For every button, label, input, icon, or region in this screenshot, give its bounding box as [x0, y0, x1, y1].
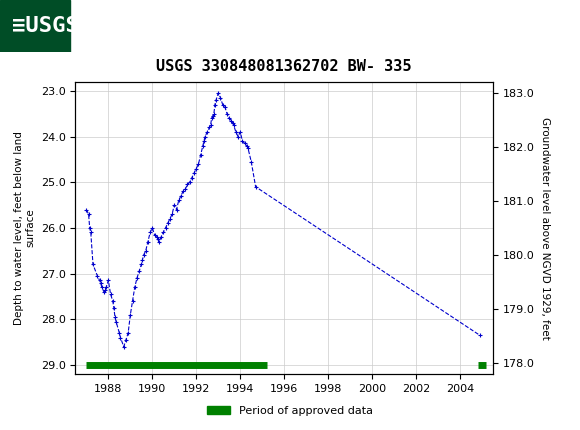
Text: ≡USGS: ≡USGS: [12, 16, 78, 36]
Legend: Period of approved data: Period of approved data: [203, 401, 377, 420]
Bar: [0, 0, 70, 52]
Title: USGS 330848081362702 BW- 335: USGS 330848081362702 BW- 335: [157, 58, 412, 74]
Y-axis label: Depth to water level, feet below land
surface: Depth to water level, feet below land su…: [14, 131, 35, 325]
Y-axis label: Groundwater level above NGVD 1929, feet: Groundwater level above NGVD 1929, feet: [540, 117, 550, 339]
